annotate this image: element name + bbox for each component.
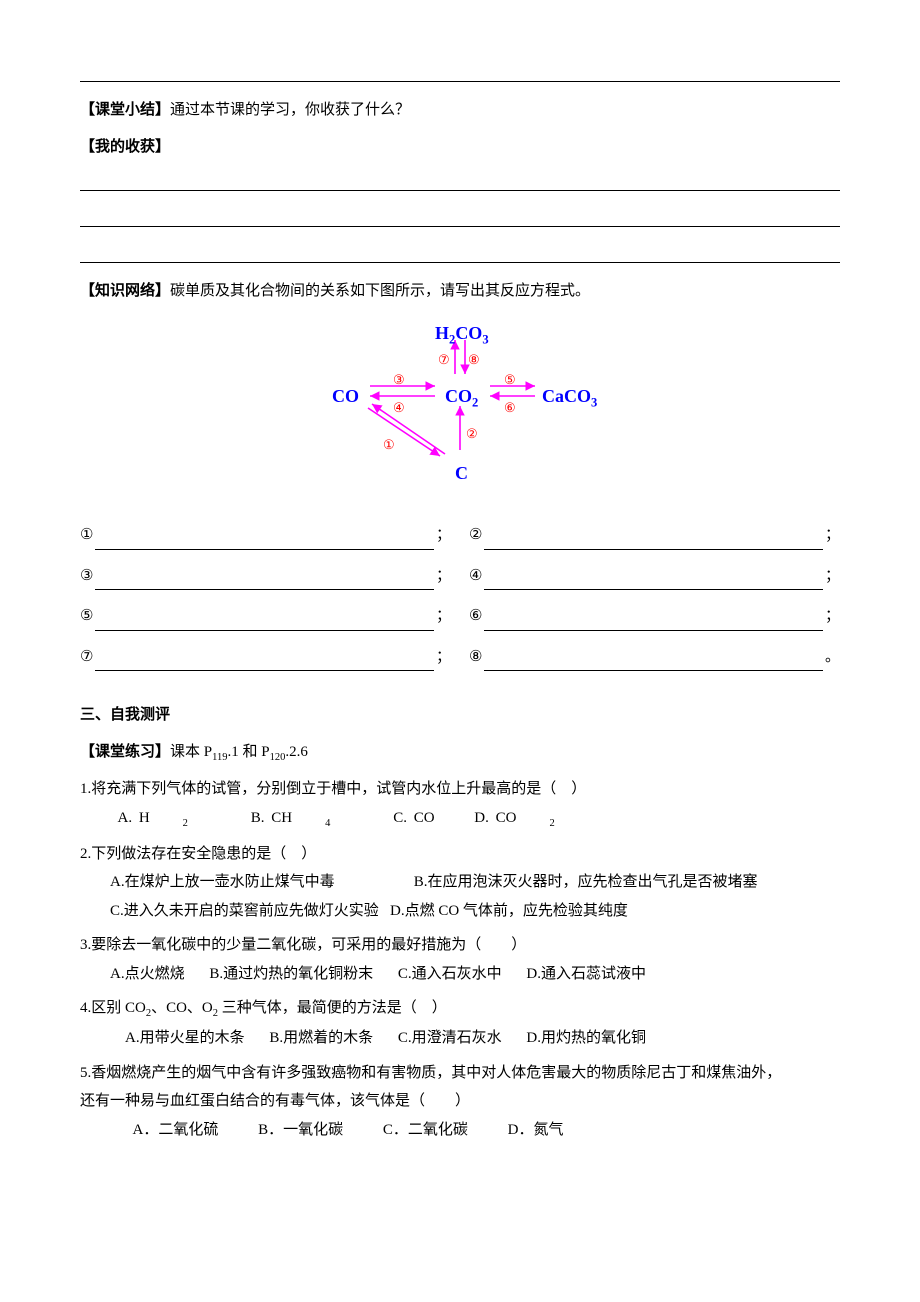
q5-opt-d: D．氮气 xyxy=(508,1116,564,1145)
blank-line-mid xyxy=(80,205,840,227)
q2-opt-b: B.在应用泡沫灭火器时，应先检查出气孔是否被堵塞 xyxy=(414,874,758,890)
q3-opt-c: C.通入石灰水中 xyxy=(398,960,502,989)
q3-opt-a: A.点火燃烧 xyxy=(110,960,185,989)
part3-title: 三、自我测评 xyxy=(80,701,840,730)
q3-opt-d: D.通入石蕊试液中 xyxy=(526,960,646,989)
blank-line-mid xyxy=(80,169,840,191)
diagram-label: ③ xyxy=(393,368,405,393)
equation-blank: ②； xyxy=(469,521,840,550)
q4-opt-c: C.用澄清石灰水 xyxy=(398,1024,502,1053)
summary-line: 【课堂小结】通过本节课的学习，你收获了什么？ xyxy=(80,96,840,125)
practice-text: 课本 P119.1 和 P120.2.6 xyxy=(170,744,308,760)
carbon-compound-diagram: H2CO3COCO2CaCO3C①②③④⑤⑥⑦⑧ xyxy=(280,316,640,481)
diagram-label: ② xyxy=(466,422,478,447)
q4-options: A.用带火星的木条 B.用燃着的木条 C.用澄清石灰水 D.用灼热的氧化铜 xyxy=(125,1024,840,1053)
gain-head: 【我的收获】 xyxy=(80,139,170,155)
q1-opt-c: C. CO xyxy=(393,804,434,833)
network-text: 碳单质及其化合物间的关系如下图所示，请写出其反应方程式。 xyxy=(170,283,590,299)
summary-head: 【课堂小结】 xyxy=(80,102,170,118)
q4-opt-b: B.用燃着的木条 xyxy=(269,1024,373,1053)
diagram-label: ④ xyxy=(393,396,405,421)
q1-opt-d: D. CO2 xyxy=(474,804,578,834)
diagram-container: H2CO3COCO2CaCO3C①②③④⑤⑥⑦⑧ xyxy=(80,316,840,492)
question-3: 3.要除去一氧化碳中的少量二氧化碳，可采用的最好措施为（ ） A.点火燃烧 B.… xyxy=(80,931,840,988)
blank-line-top xyxy=(80,60,840,82)
q1-stem: 1.将充满下列气体的试管，分别倒立于槽中，试管内水位上升最高的是（ ） xyxy=(80,775,840,804)
diagram-node-co2: CO2 xyxy=(445,379,478,416)
q2-opt-a: A.在煤炉上放一壶水防止煤气中毒 xyxy=(110,868,410,897)
equation-blank: ⑧。 xyxy=(469,643,840,672)
equation-blank: ③； xyxy=(80,562,451,591)
diagram-node-co: CO xyxy=(332,379,359,413)
diagram-label: ⑤ xyxy=(504,368,516,393)
diagram-label: ⑥ xyxy=(504,396,516,421)
q5-line2: 还有一种易与血红蛋白结合的有毒气体，该气体是（ ） xyxy=(80,1087,840,1116)
q3-opt-b: B.通过灼热的氧化铜粉末 xyxy=(209,960,373,989)
q4-opt-d: D.用灼热的氧化铜 xyxy=(526,1024,646,1053)
q5-opt-a: A．二氧化硫 xyxy=(133,1116,219,1145)
equation-blank: ⑦； xyxy=(80,643,451,672)
diagram-label: ⑧ xyxy=(468,348,480,373)
q5-opt-b: B．一氧化碳 xyxy=(258,1116,343,1145)
equation-blank: ④； xyxy=(469,562,840,591)
diagram-node-c: C xyxy=(455,456,468,490)
equation-blank: ⑤； xyxy=(80,602,451,631)
q5-line1: 5.香烟燃烧产生的烟气中含有许多强致癌物和有害物质，其中对人体危害最大的物质除尼… xyxy=(80,1059,840,1088)
practice-head: 【课堂练习】 xyxy=(80,744,170,760)
diagram-label: ① xyxy=(383,433,395,458)
q1-opt-a: A. H2 xyxy=(118,804,212,834)
blank-line-mid xyxy=(80,241,840,263)
equation-blanks-grid: ①； ②； ③； ④； ⑤； ⑥； ⑦； ⑧。 xyxy=(80,521,840,671)
q2-opt-d: D.点燃 CO 气体前，应先检验其纯度 xyxy=(390,903,628,919)
q2-stem: 2.下列做法存在安全隐患的是（ ） xyxy=(80,840,840,869)
q5-opt-c: C．二氧化碳 xyxy=(383,1116,468,1145)
q2-options-row2: C.进入久未开启的菜窖前应先做灯火实验 D.点燃 CO 气体前，应先检验其纯度 xyxy=(110,897,840,926)
q1-options: A. H2 B. CH4 C. CO D. CO2 xyxy=(118,804,841,834)
q1-opt-b: B. CH4 xyxy=(251,804,354,834)
q3-options: A.点火燃烧 B.通过灼热的氧化铜粉末 C.通入石灰水中 D.通入石蕊试液中 xyxy=(110,960,840,989)
equation-blank: ①； xyxy=(80,521,451,550)
q4-opt-a: A.用带火星的木条 xyxy=(125,1024,245,1053)
q4-stem: 4.区别 CO2、CO、O2 三种气体，最简便的方法是（ ） xyxy=(80,994,840,1024)
practice-line: 【课堂练习】课本 P119.1 和 P120.2.6 xyxy=(80,738,840,768)
network-line: 【知识网络】碳单质及其化合物间的关系如下图所示，请写出其反应方程式。 xyxy=(80,277,840,306)
q2-opt-c: C.进入久未开启的菜窖前应先做灯火实验 xyxy=(110,897,379,926)
question-1: 1.将充满下列气体的试管，分别倒立于槽中，试管内水位上升最高的是（ ） A. H… xyxy=(80,775,840,833)
summary-text: 通过本节课的学习，你收获了什么？ xyxy=(170,102,410,118)
question-2: 2.下列做法存在安全隐患的是（ ） A.在煤炉上放一壶水防止煤气中毒 B.在应用… xyxy=(80,840,840,926)
diagram-node-caco3: CaCO3 xyxy=(542,379,597,416)
diagram-label: ⑦ xyxy=(438,348,450,373)
network-head: 【知识网络】 xyxy=(80,283,170,299)
question-5: 5.香烟燃烧产生的烟气中含有许多强致癌物和有害物质，其中对人体危害最大的物质除尼… xyxy=(80,1059,840,1145)
equation-blank: ⑥； xyxy=(469,602,840,631)
gain-head-line: 【我的收获】 xyxy=(80,133,840,162)
question-4: 4.区别 CO2、CO、O2 三种气体，最简便的方法是（ ） A.用带火星的木条… xyxy=(80,994,840,1052)
q5-options: A．二氧化硫 B．一氧化碳 C．二氧化碳 D．氮气 xyxy=(133,1116,841,1145)
q3-stem: 3.要除去一氧化碳中的少量二氧化碳，可采用的最好措施为（ ） xyxy=(80,931,840,960)
q2-options-row1: A.在煤炉上放一壶水防止煤气中毒 B.在应用泡沫灭火器时，应先检查出气孔是否被堵… xyxy=(110,868,840,897)
